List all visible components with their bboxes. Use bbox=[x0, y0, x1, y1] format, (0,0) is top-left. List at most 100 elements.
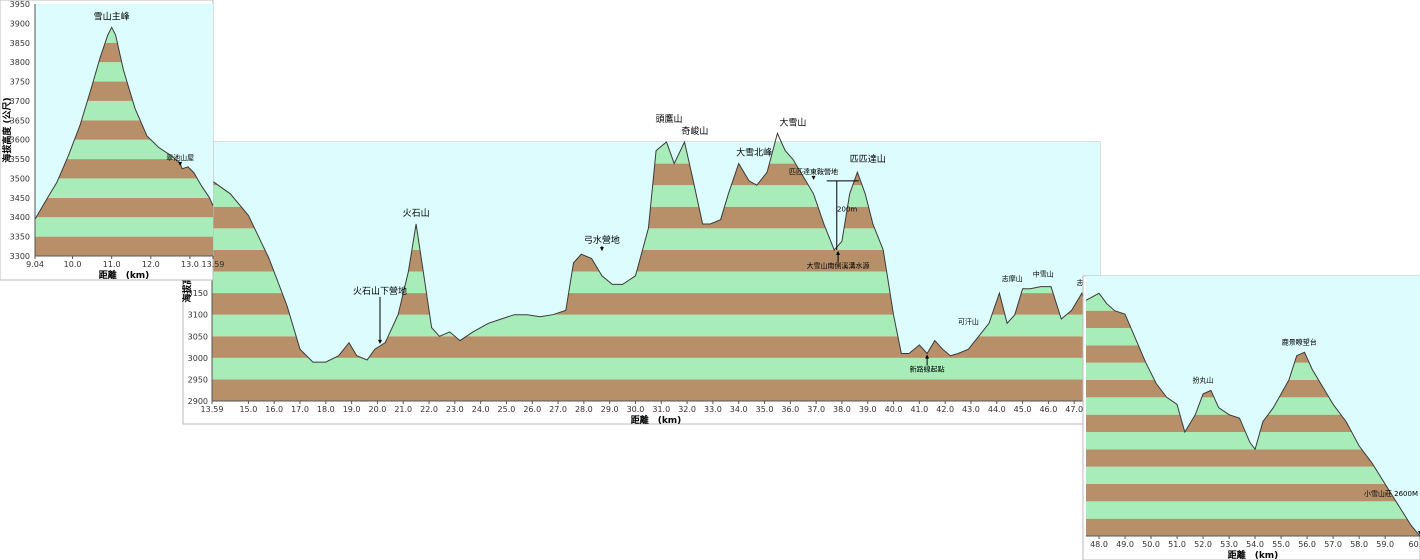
peak-label: 新路線起點 bbox=[910, 365, 945, 374]
y-tick-label: 3100 bbox=[188, 311, 208, 320]
peak-label: 200m bbox=[837, 206, 857, 214]
x-tick-label: 39.0 bbox=[859, 405, 877, 414]
x-tick-label: 26.0 bbox=[523, 405, 541, 414]
y-tick-label: 2950 bbox=[188, 375, 208, 384]
x-tick-label: 9.04 bbox=[26, 260, 44, 269]
peak-label: 大雪山 bbox=[779, 116, 806, 128]
y-tick-label: 3900 bbox=[10, 19, 30, 28]
x-tick-label: 37.0 bbox=[807, 405, 825, 414]
y-tick-label: 3000 bbox=[188, 354, 208, 363]
x-tick-label: 19.0 bbox=[343, 405, 361, 414]
y-tick-label: 3500 bbox=[10, 174, 30, 183]
x-tick-label: 13.0 bbox=[181, 260, 199, 269]
x-tick-label: 49.0 bbox=[1116, 540, 1134, 549]
x-tick-label: 57.0 bbox=[1324, 540, 1342, 549]
x-tick-label: 31.0 bbox=[652, 405, 670, 414]
x-tick-label: 60.34 bbox=[1409, 540, 1420, 549]
terrain-band bbox=[1086, 518, 1420, 536]
peak-label: 可汗山 bbox=[958, 317, 979, 326]
x-tick-label: 41.0 bbox=[910, 405, 928, 414]
x-axis-title: 距離 (km) bbox=[631, 414, 682, 426]
x-tick-label: 38.0 bbox=[833, 405, 851, 414]
annotation-arrowhead bbox=[378, 339, 382, 344]
y-tick-label: 3800 bbox=[10, 58, 30, 67]
peak-label: 小雪山莊 2600M bbox=[1364, 489, 1418, 498]
y-tick-label: 3400 bbox=[10, 213, 30, 222]
x-tick-label: 35.0 bbox=[756, 405, 774, 414]
x-tick-label: 28.0 bbox=[575, 405, 593, 414]
peak-label: 火石山 bbox=[403, 208, 430, 219]
right-profile-panel: 48.0 49.0 50.0 51.0 52.0 53.0 54.0 55.0 56.0 57.0… bbox=[1082, 275, 1420, 560]
y-axis-title: 海拔高度 (公尺) bbox=[1, 97, 13, 162]
peak-label: 火石山下營地 bbox=[353, 285, 407, 297]
profile-line bbox=[211, 131, 1101, 363]
x-axis-title: 距離 (km) bbox=[1228, 549, 1279, 560]
terrain-band bbox=[1086, 466, 1420, 484]
terrain-band bbox=[1086, 484, 1420, 502]
y-tick-label: 2900 bbox=[188, 397, 208, 406]
annotation-arrowhead bbox=[925, 354, 930, 359]
y-tick-label: 3550 bbox=[10, 155, 30, 164]
y-tick-label: 3150 bbox=[188, 289, 208, 298]
x-tick-label: 10.0 bbox=[64, 260, 82, 269]
x-axis-title: 距離 (km) bbox=[99, 269, 150, 281]
peak-label: 翠池山屋 bbox=[166, 153, 194, 162]
y-tick-label: 3450 bbox=[10, 194, 30, 203]
x-tick-label: 36.0 bbox=[781, 405, 799, 414]
x-tick-label: 34.0 bbox=[730, 405, 748, 414]
peak-label: 中雪山 bbox=[1033, 269, 1054, 278]
x-tick-label: 13.59 bbox=[202, 260, 225, 269]
x-tick-label: 40.0 bbox=[885, 405, 903, 414]
x-tick-label: 44.0 bbox=[988, 405, 1006, 414]
profile-line bbox=[1085, 292, 1420, 537]
x-tick-label: 15.0 bbox=[239, 405, 257, 414]
x-tick-label: 43.0 bbox=[962, 405, 980, 414]
y-tick-label: 3300 bbox=[10, 252, 30, 261]
x-tick-label: 56.0 bbox=[1298, 540, 1316, 549]
x-tick-label: 55.0 bbox=[1272, 540, 1290, 549]
terrain-band bbox=[35, 159, 213, 179]
y-tick-label: 3850 bbox=[10, 39, 30, 48]
peak-label: 弓水營地 bbox=[584, 234, 620, 246]
peak-label: 奇峻山 bbox=[681, 125, 708, 137]
x-tick-label: 23.0 bbox=[446, 405, 464, 414]
peak-label: 扮丸山 bbox=[1193, 375, 1214, 384]
profile-line bbox=[34, 26, 214, 220]
peak-label: 雪山主峰 bbox=[94, 10, 130, 22]
peak-label: 鹿景瞭望台 bbox=[1282, 337, 1317, 346]
x-tick-label: 13.59 bbox=[201, 405, 224, 414]
x-tick-label: 58.0 bbox=[1350, 540, 1368, 549]
terrain-band bbox=[35, 178, 213, 198]
x-tick-label: 20.0 bbox=[369, 405, 387, 414]
x-tick-label: 59.0 bbox=[1376, 540, 1394, 549]
x-tick-label: 18.0 bbox=[317, 405, 335, 414]
peak-label: 頭鷹山 bbox=[656, 113, 683, 125]
y-tick-label: 3700 bbox=[10, 97, 30, 106]
left-profile-panel: 9.04 10.0 11.0 12.0 13.0 13.59 3300 3350 3400 345… bbox=[0, 0, 224, 281]
y-tick-label: 3650 bbox=[10, 116, 30, 125]
terrain-band bbox=[35, 197, 213, 218]
x-tick-label: 50.0 bbox=[1142, 540, 1160, 549]
peak-label: 志摩山 bbox=[1002, 274, 1023, 283]
middle-profile-panel: 13.59 15.0 16.0 17.0 18.0 19.0 20.0 21.0 22.0 23.… bbox=[181, 113, 1101, 426]
x-tick-label: 29.0 bbox=[601, 405, 619, 414]
y-tick-label: 3600 bbox=[10, 136, 30, 145]
x-tick-label: 17.0 bbox=[291, 405, 309, 414]
x-tick-label: 52.0 bbox=[1194, 540, 1212, 549]
terrain-band bbox=[35, 236, 213, 256]
x-tick-label: 27.0 bbox=[549, 405, 567, 414]
x-tick-label: 33.0 bbox=[704, 405, 722, 414]
x-tick-label: 11.0 bbox=[103, 260, 121, 269]
y-tick-label: 3350 bbox=[10, 233, 30, 242]
x-tick-label: 24.0 bbox=[472, 405, 490, 414]
peak-label: 匹匹達山 bbox=[850, 153, 886, 165]
x-tick-label: 53.0 bbox=[1220, 540, 1238, 549]
y-tick-label: 3050 bbox=[188, 332, 208, 341]
x-tick-label: 30.0 bbox=[627, 405, 645, 414]
terrain-band bbox=[1086, 501, 1420, 519]
x-tick-label: 22.0 bbox=[420, 405, 438, 414]
peak-label: 匹匹達東鞍營地 bbox=[789, 167, 838, 176]
x-tick-label: 32.0 bbox=[678, 405, 696, 414]
x-tick-label: 54.0 bbox=[1246, 540, 1264, 549]
